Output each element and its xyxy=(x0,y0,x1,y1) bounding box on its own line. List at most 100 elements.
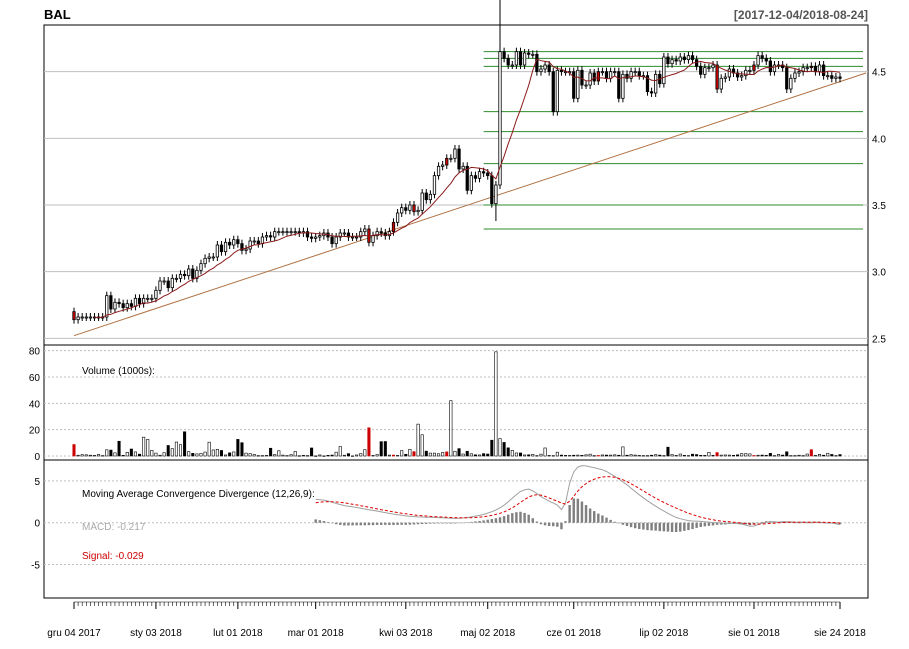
candle-body xyxy=(695,59,699,67)
macd-histogram-bar xyxy=(810,522,813,524)
macd-tick-label: 0 xyxy=(34,519,40,530)
volume-bar xyxy=(117,440,121,457)
candle-body xyxy=(264,235,269,238)
macd-histogram-bar xyxy=(437,522,440,524)
candle-body xyxy=(461,165,465,170)
candle-body xyxy=(195,269,199,279)
volume-bar xyxy=(822,454,826,457)
candle-body xyxy=(625,73,629,79)
macd-histogram-bar xyxy=(597,513,600,523)
candle-body xyxy=(412,204,416,213)
volume-bar xyxy=(629,454,633,457)
candle-body xyxy=(719,77,723,90)
candle-body xyxy=(821,64,826,77)
volume-bar xyxy=(432,452,436,457)
candle-body xyxy=(371,235,375,243)
x-tick-label: gru 04 2017 xyxy=(47,628,101,639)
macd-histogram-bar xyxy=(703,522,707,527)
volume-bar xyxy=(686,455,690,457)
macd-histogram-bar xyxy=(539,522,543,525)
macd-histogram-bar xyxy=(683,522,686,531)
volume-bar xyxy=(334,451,338,457)
volume-bar xyxy=(125,452,129,457)
volume-bar xyxy=(473,454,477,457)
volume-bar xyxy=(174,441,178,457)
candle-body xyxy=(686,55,691,61)
candle-body xyxy=(215,244,219,258)
volume-bar xyxy=(486,453,490,457)
macd-histogram-bar xyxy=(650,522,653,531)
candle-body xyxy=(715,64,719,90)
macd-title-label: Moving Average Convergence Divergence (1… xyxy=(82,489,315,500)
volume-bar xyxy=(801,455,805,457)
macd-histogram-bar xyxy=(568,504,571,523)
macd-histogram-bar xyxy=(580,501,584,523)
macd-histogram-bar xyxy=(486,519,489,523)
candle-body xyxy=(510,64,514,67)
volume-bar xyxy=(641,455,645,457)
candle-body xyxy=(838,76,842,79)
candle-body xyxy=(174,277,179,280)
candle-body xyxy=(711,64,715,69)
candle-body xyxy=(363,228,367,233)
macd-histogram-bar xyxy=(314,519,317,523)
x-tick-label: kwi 03 2018 xyxy=(379,628,433,639)
macd-histogram-bar xyxy=(363,522,367,526)
macd-histogram-bar xyxy=(605,517,608,523)
volume-bar xyxy=(428,452,432,457)
macd-line xyxy=(315,465,841,527)
candle-body xyxy=(588,72,592,86)
volume-bar xyxy=(338,446,342,457)
volume-tick-label: 0 xyxy=(34,452,40,463)
candle-body xyxy=(740,75,744,78)
volume-bar xyxy=(199,453,203,457)
volume-bar xyxy=(600,454,604,457)
candle-body xyxy=(187,268,191,277)
volume-bar xyxy=(387,454,391,457)
volume-bar xyxy=(195,453,199,457)
trend-line xyxy=(73,72,867,337)
candle-body xyxy=(359,231,363,238)
price-tick-label: 4.0 xyxy=(872,134,886,145)
volume-bar xyxy=(72,444,76,457)
volume-bar xyxy=(637,455,641,457)
candle-body xyxy=(449,157,453,160)
candle-body xyxy=(637,71,641,77)
candle-body xyxy=(240,243,244,251)
macd-histogram-bar xyxy=(498,517,502,523)
volume-bar xyxy=(695,454,699,457)
candle-body xyxy=(432,175,437,195)
volume-bar xyxy=(252,454,256,457)
macd-histogram-bar xyxy=(707,522,711,526)
candle-body xyxy=(465,165,469,191)
macd-histogram-bar xyxy=(699,522,702,527)
macd-histogram-bar xyxy=(515,512,518,523)
volume-bar xyxy=(170,448,174,457)
volume-bar xyxy=(424,450,428,457)
candle-body xyxy=(72,311,76,321)
volume-bar xyxy=(453,450,457,457)
macd-histogram-bar xyxy=(679,522,682,532)
macd-histogram-bar xyxy=(621,522,625,525)
candle-body xyxy=(121,303,125,309)
macd-tick-label: 5 xyxy=(34,477,40,488)
candle-body xyxy=(576,69,580,99)
candle-body xyxy=(355,236,359,239)
macd-histogram-bar xyxy=(400,522,403,525)
candle-body xyxy=(199,263,203,271)
candle-body xyxy=(268,235,273,238)
volume-bar xyxy=(437,453,441,457)
macd-histogram-bar xyxy=(638,522,641,529)
macd-panel xyxy=(314,465,842,533)
volume-bar xyxy=(809,449,813,457)
macd-tick-label: -5 xyxy=(31,561,40,572)
volume-bar xyxy=(154,452,158,457)
macd-histogram-bar xyxy=(457,522,461,524)
macd-histogram-bar xyxy=(322,521,326,523)
candle-body xyxy=(830,75,834,79)
volume-bar xyxy=(813,455,817,457)
macd-histogram-bar xyxy=(416,522,420,525)
candle-body xyxy=(670,59,674,65)
macd-histogram-bar xyxy=(601,515,604,523)
